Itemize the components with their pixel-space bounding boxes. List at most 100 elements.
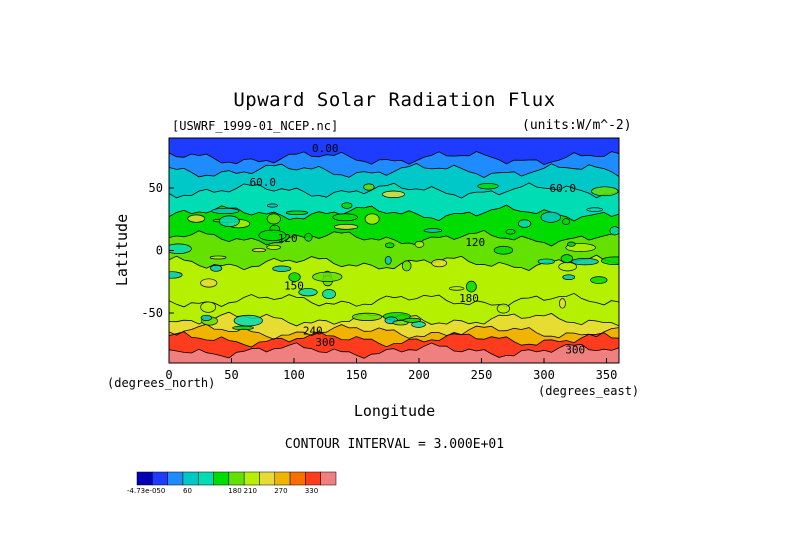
contour-blob [609,226,619,236]
contour-blob [211,208,240,214]
contour-blob [209,255,227,260]
contour-blob [285,210,309,215]
colorbar-swatch [136,471,153,486]
contour-label: 300 [565,343,585,356]
contour-blob [298,288,318,297]
colorbar-label: -4.73e-050 [127,487,165,495]
contour-blob [384,242,395,249]
contour-blob [200,301,217,313]
dataset-label: [USWRF_1999-01_NCEP.nc] [172,119,339,133]
colorbar-label: 60 [183,487,192,495]
contour-label: 150 [284,280,304,293]
colorbar-swatch [213,471,230,486]
heat-band [169,312,619,340]
x-tick-label: 250 [471,368,493,382]
contour-line [169,151,619,166]
contour-line [169,182,619,199]
contour-line [169,229,619,247]
x-tick-label: 50 [224,368,238,382]
colorbar-label: 180 [228,487,241,495]
contour-blob [590,276,608,284]
contour-blob [288,272,301,282]
contour-blob [232,325,254,331]
contour-blob [477,182,499,190]
colorbar-swatch [243,471,260,486]
contour-blob [381,190,405,198]
contour-blob [352,312,383,321]
contour-blob [540,211,561,223]
contour-line [169,204,619,222]
contour-blob [187,214,206,223]
contour-blob [210,264,223,272]
x-tick-label: 200 [408,368,430,382]
x-tick-label: 350 [596,368,618,382]
y-tick-label: 50 [149,181,163,195]
contour-blob [200,314,212,321]
colorbar-swatch [182,471,199,486]
contour-blob [493,245,514,255]
contour-blob [465,280,477,293]
x-tick-label: 150 [346,368,368,382]
contour-blob [322,289,336,300]
contour-label: 60.0 [550,182,577,195]
contour-label: 120 [278,232,298,245]
contour-blob [304,232,313,242]
colorbar-swatch [259,471,276,486]
contour-blob [384,256,392,265]
contour-blob [169,243,192,254]
contour-label: 60.0 [250,176,277,189]
contour-blob [218,215,240,227]
contour-label: 300 [315,336,335,349]
colorbar-label: 270 [274,487,287,495]
contour-blob [560,254,574,263]
colorbar-label: 210 [244,487,257,495]
contour-blob [169,271,183,279]
colorbar-swatch [305,471,321,486]
contour-blob [414,240,425,248]
contour-blob [267,203,278,208]
x-units-label: (degrees_east) [538,384,640,398]
contour-blob [403,317,422,323]
contour-blob [333,223,359,230]
contour-blob [558,262,577,272]
contour-label: 0.00 [312,142,339,155]
contour-blob [363,183,375,191]
y-units-label: (degrees_north) [107,376,216,390]
heat-band [169,342,619,363]
contour-blob [566,241,576,247]
x-axis-label: Longitude [353,402,436,420]
colorbar-swatch [274,471,291,486]
contour-blob [496,303,510,314]
heat-band [169,163,619,199]
contour-line [169,331,619,348]
colorbar-swatch [320,471,337,486]
contour-blob [258,229,287,242]
contour-blob [423,228,443,233]
colorbar-label: 330 [305,487,318,495]
contour-blob [312,271,343,282]
contour-blob [505,228,516,235]
heat-band [169,293,619,326]
contour-label: 120 [465,236,485,249]
contour-label: 240 [303,325,323,338]
contour-blob [233,314,263,327]
x-tick-label: 300 [533,368,555,382]
contour-blob [266,213,281,225]
contour-blob [266,244,281,250]
colorbar-swatch [167,471,184,486]
colorbar-swatch [197,471,214,486]
contour-blob [517,219,532,228]
heat-band [169,229,619,271]
contour-blob [559,298,566,309]
contour-blob [586,207,603,212]
contour-interval: CONTOUR INTERVAL = 3.000E+01 [284,437,505,452]
contour-blob [200,278,218,288]
colorbar-swatch [152,471,168,486]
heat-band [169,331,619,359]
x-tick-label: 100 [283,368,305,382]
contour-blob [562,218,571,225]
heat-band [169,182,619,221]
contour-blob [364,213,380,225]
contour-blob [332,213,358,222]
